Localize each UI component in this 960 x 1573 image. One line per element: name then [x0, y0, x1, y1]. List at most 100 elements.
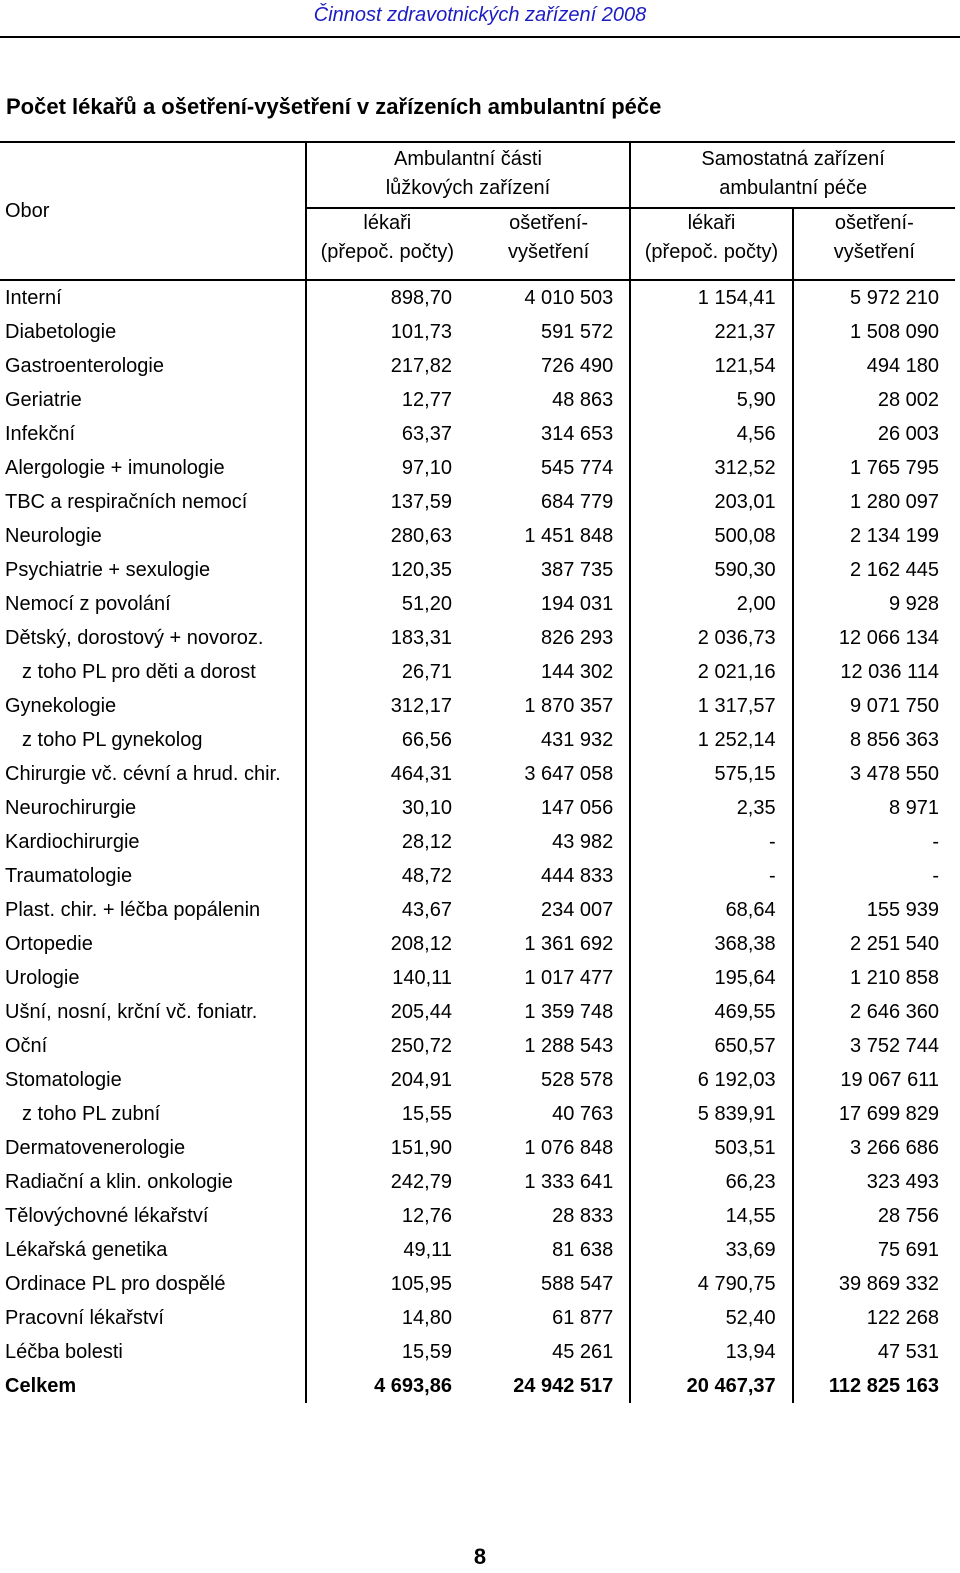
- table-row: Kardiochirurgie 28,12 43 982- -: [0, 825, 955, 859]
- cell-v3: -: [629, 825, 793, 859]
- row-label: Lékařská genetika: [5, 1239, 168, 1261]
- cell-v4: 39 869 332: [791, 1267, 955, 1301]
- cell-v2: 40 763: [552, 1103, 614, 1125]
- row-label: z toho PL zubní: [22, 1103, 161, 1125]
- table-row: Gynekologie 312,17 1 870 357 1 317,57 9 071 …: [0, 689, 955, 723]
- cell-v3: 469,55: [629, 995, 793, 1029]
- table-body: Interní 898,70 4 010 503 1 154,41 5 972 210 D…: [0, 280, 955, 1403]
- col-header-osetreni-2: ošetření- vyšetření: [791, 208, 955, 281]
- cell-v1: 208,12: [304, 927, 468, 961]
- cell-v4: 17 699 829: [791, 1097, 955, 1131]
- cell-v3: 5,90: [629, 383, 793, 417]
- cell-v4: 3 266 686: [791, 1131, 955, 1165]
- cell-v1: 43,67: [304, 893, 468, 927]
- cell-v4: 155 939: [791, 893, 955, 927]
- cell-v2: 545 774: [541, 457, 614, 479]
- cell-v2: 1 361 692: [524, 933, 614, 955]
- cell-v4: 19 067 611: [791, 1063, 955, 1097]
- table-row: z toho PL pro děti a dorost 26,71 144 302 2…: [0, 655, 955, 689]
- cell-v4: -: [791, 825, 955, 859]
- row-label: Radiační a klin. onkologie: [5, 1171, 233, 1193]
- group-header-inpatient-line2: lůžkových zařízení: [385, 177, 551, 199]
- cell-v4: 75 691: [791, 1233, 955, 1267]
- row-label: Nemocí z povolání: [5, 593, 171, 615]
- cell-v2: 194 031: [541, 593, 614, 615]
- row-label: Psychiatrie + sexulogie: [5, 559, 211, 581]
- table-row: z toho PL gynekolog 66,56 431 932 1 252,14 8…: [0, 723, 955, 757]
- table-title: Počet lékařů a ošetření-vyšetření v zaří…: [6, 94, 662, 119]
- row-label: Ušní, nosní, krční vč. foniatr.: [5, 1001, 258, 1023]
- cell-v4: 8 856 363: [791, 723, 955, 757]
- cell-v2: 1 076 848: [524, 1137, 614, 1159]
- cell-v1: 48,72: [304, 859, 468, 893]
- cell-v2: 234 007: [541, 899, 614, 921]
- cell-v2: 1 333 641: [524, 1171, 614, 1193]
- cell-v2: 431 932: [541, 729, 614, 751]
- running-header: Činnost zdravotnických zařízení 2008: [313, 4, 647, 26]
- cell-v2: 4 010 503: [524, 287, 614, 309]
- col-header-text: (přepoč. počty): [644, 241, 779, 263]
- cell-v1: 30,10: [304, 791, 468, 825]
- table-row: Dětský, dorostový + novoroz. 183,31 826 29…: [0, 621, 955, 655]
- table-row: Diabetologie 101,73 591 572 221,37 1 508 090: [0, 315, 955, 349]
- total-label: Celkem: [5, 1375, 77, 1397]
- cell-v1: 63,37: [304, 417, 468, 451]
- cell-v4: 1 280 097: [791, 485, 955, 519]
- col-header-text: lékaři: [687, 212, 736, 234]
- table-row: Nemocí z povolání 51,20 194 031 2,00 9 928: [0, 587, 955, 621]
- col-header-text: ošetření-: [834, 212, 914, 234]
- cell-v3: 195,64: [629, 961, 793, 995]
- table-row: Ordinace PL pro dospělé 105,95 588 547 4 79…: [0, 1267, 955, 1301]
- cell-v1: 140,11: [304, 961, 468, 995]
- cell-v2: 684 779: [541, 491, 614, 513]
- cell-v4: 26 003: [791, 417, 955, 451]
- row-label: Geriatrie: [5, 389, 82, 411]
- header-rule: [0, 36, 960, 38]
- cell-v4: 12 036 114: [791, 655, 955, 689]
- table-row: Radiační a klin. onkologie 242,79 1 333 64…: [0, 1165, 955, 1199]
- table-row: Chirurgie vč. cévní a hrud. chir. 464,31 3…: [0, 757, 955, 791]
- cell-v2: 726 490: [541, 355, 614, 377]
- cell-v4: 3 478 550: [791, 757, 955, 791]
- cell-v4: 8 971: [791, 791, 955, 825]
- cell-v1: 97,10: [304, 451, 468, 485]
- row-label: Neurochirurgie: [5, 797, 137, 819]
- cell-v4: 1 765 795: [791, 451, 955, 485]
- table-row: Plast. chir. + léčba popálenin 43,67 234 0…: [0, 893, 955, 927]
- cell-v3: 1 252,14: [629, 723, 793, 757]
- cell-v1: 151,90: [304, 1131, 468, 1165]
- cell-v3: 52,40: [629, 1301, 793, 1335]
- row-label: Pracovní lékařství: [5, 1307, 164, 1329]
- cell-v1: 217,82: [304, 349, 468, 383]
- cell-v3: 20 467,37: [629, 1369, 793, 1403]
- cell-v3: 66,23: [629, 1165, 793, 1199]
- cell-v3: 5 839,91: [629, 1097, 793, 1131]
- table-row: Dermatovenerologie 151,90 1 076 848 503,51 3…: [0, 1131, 955, 1165]
- cell-v2: 314 653: [541, 423, 614, 445]
- cell-v2: 528 578: [541, 1069, 614, 1091]
- cell-v3: 500,08: [629, 519, 793, 553]
- cell-v4: 1 508 090: [791, 315, 955, 349]
- cell-v4: 2 162 445: [791, 553, 955, 587]
- cell-v2: 826 293: [541, 627, 614, 649]
- cell-v4: 28 756: [791, 1199, 955, 1233]
- cell-v3: 14,55: [629, 1199, 793, 1233]
- page-number: 8: [473, 1544, 487, 1569]
- cell-v1: 205,44: [304, 995, 468, 1029]
- cell-v3: 13,94: [629, 1335, 793, 1369]
- cell-v4: 9 928: [791, 587, 955, 621]
- row-label: Urologie: [5, 967, 80, 989]
- cell-v3: 503,51: [629, 1131, 793, 1165]
- cell-v3: 368,38: [629, 927, 793, 961]
- table-row: Gastroenterologie 217,82 726 490 121,54 494 …: [0, 349, 955, 383]
- cell-v1: 12,76: [304, 1199, 468, 1233]
- cell-v4: 122 268: [791, 1301, 955, 1335]
- cell-v1: 101,73: [304, 315, 468, 349]
- cell-v4: 2 134 199: [791, 519, 955, 553]
- group-header-outpatient-line1: Samostatná zařízení: [701, 148, 885, 170]
- cell-v1: 312,17: [304, 689, 468, 723]
- cell-v2: 588 547: [541, 1273, 614, 1295]
- group-header-inpatient-line1: Ambulantní části: [394, 148, 542, 170]
- table-row: Pracovní lékařství 14,80 61 877 52,40 122 26…: [0, 1301, 955, 1335]
- cell-v4: 2 251 540: [791, 927, 955, 961]
